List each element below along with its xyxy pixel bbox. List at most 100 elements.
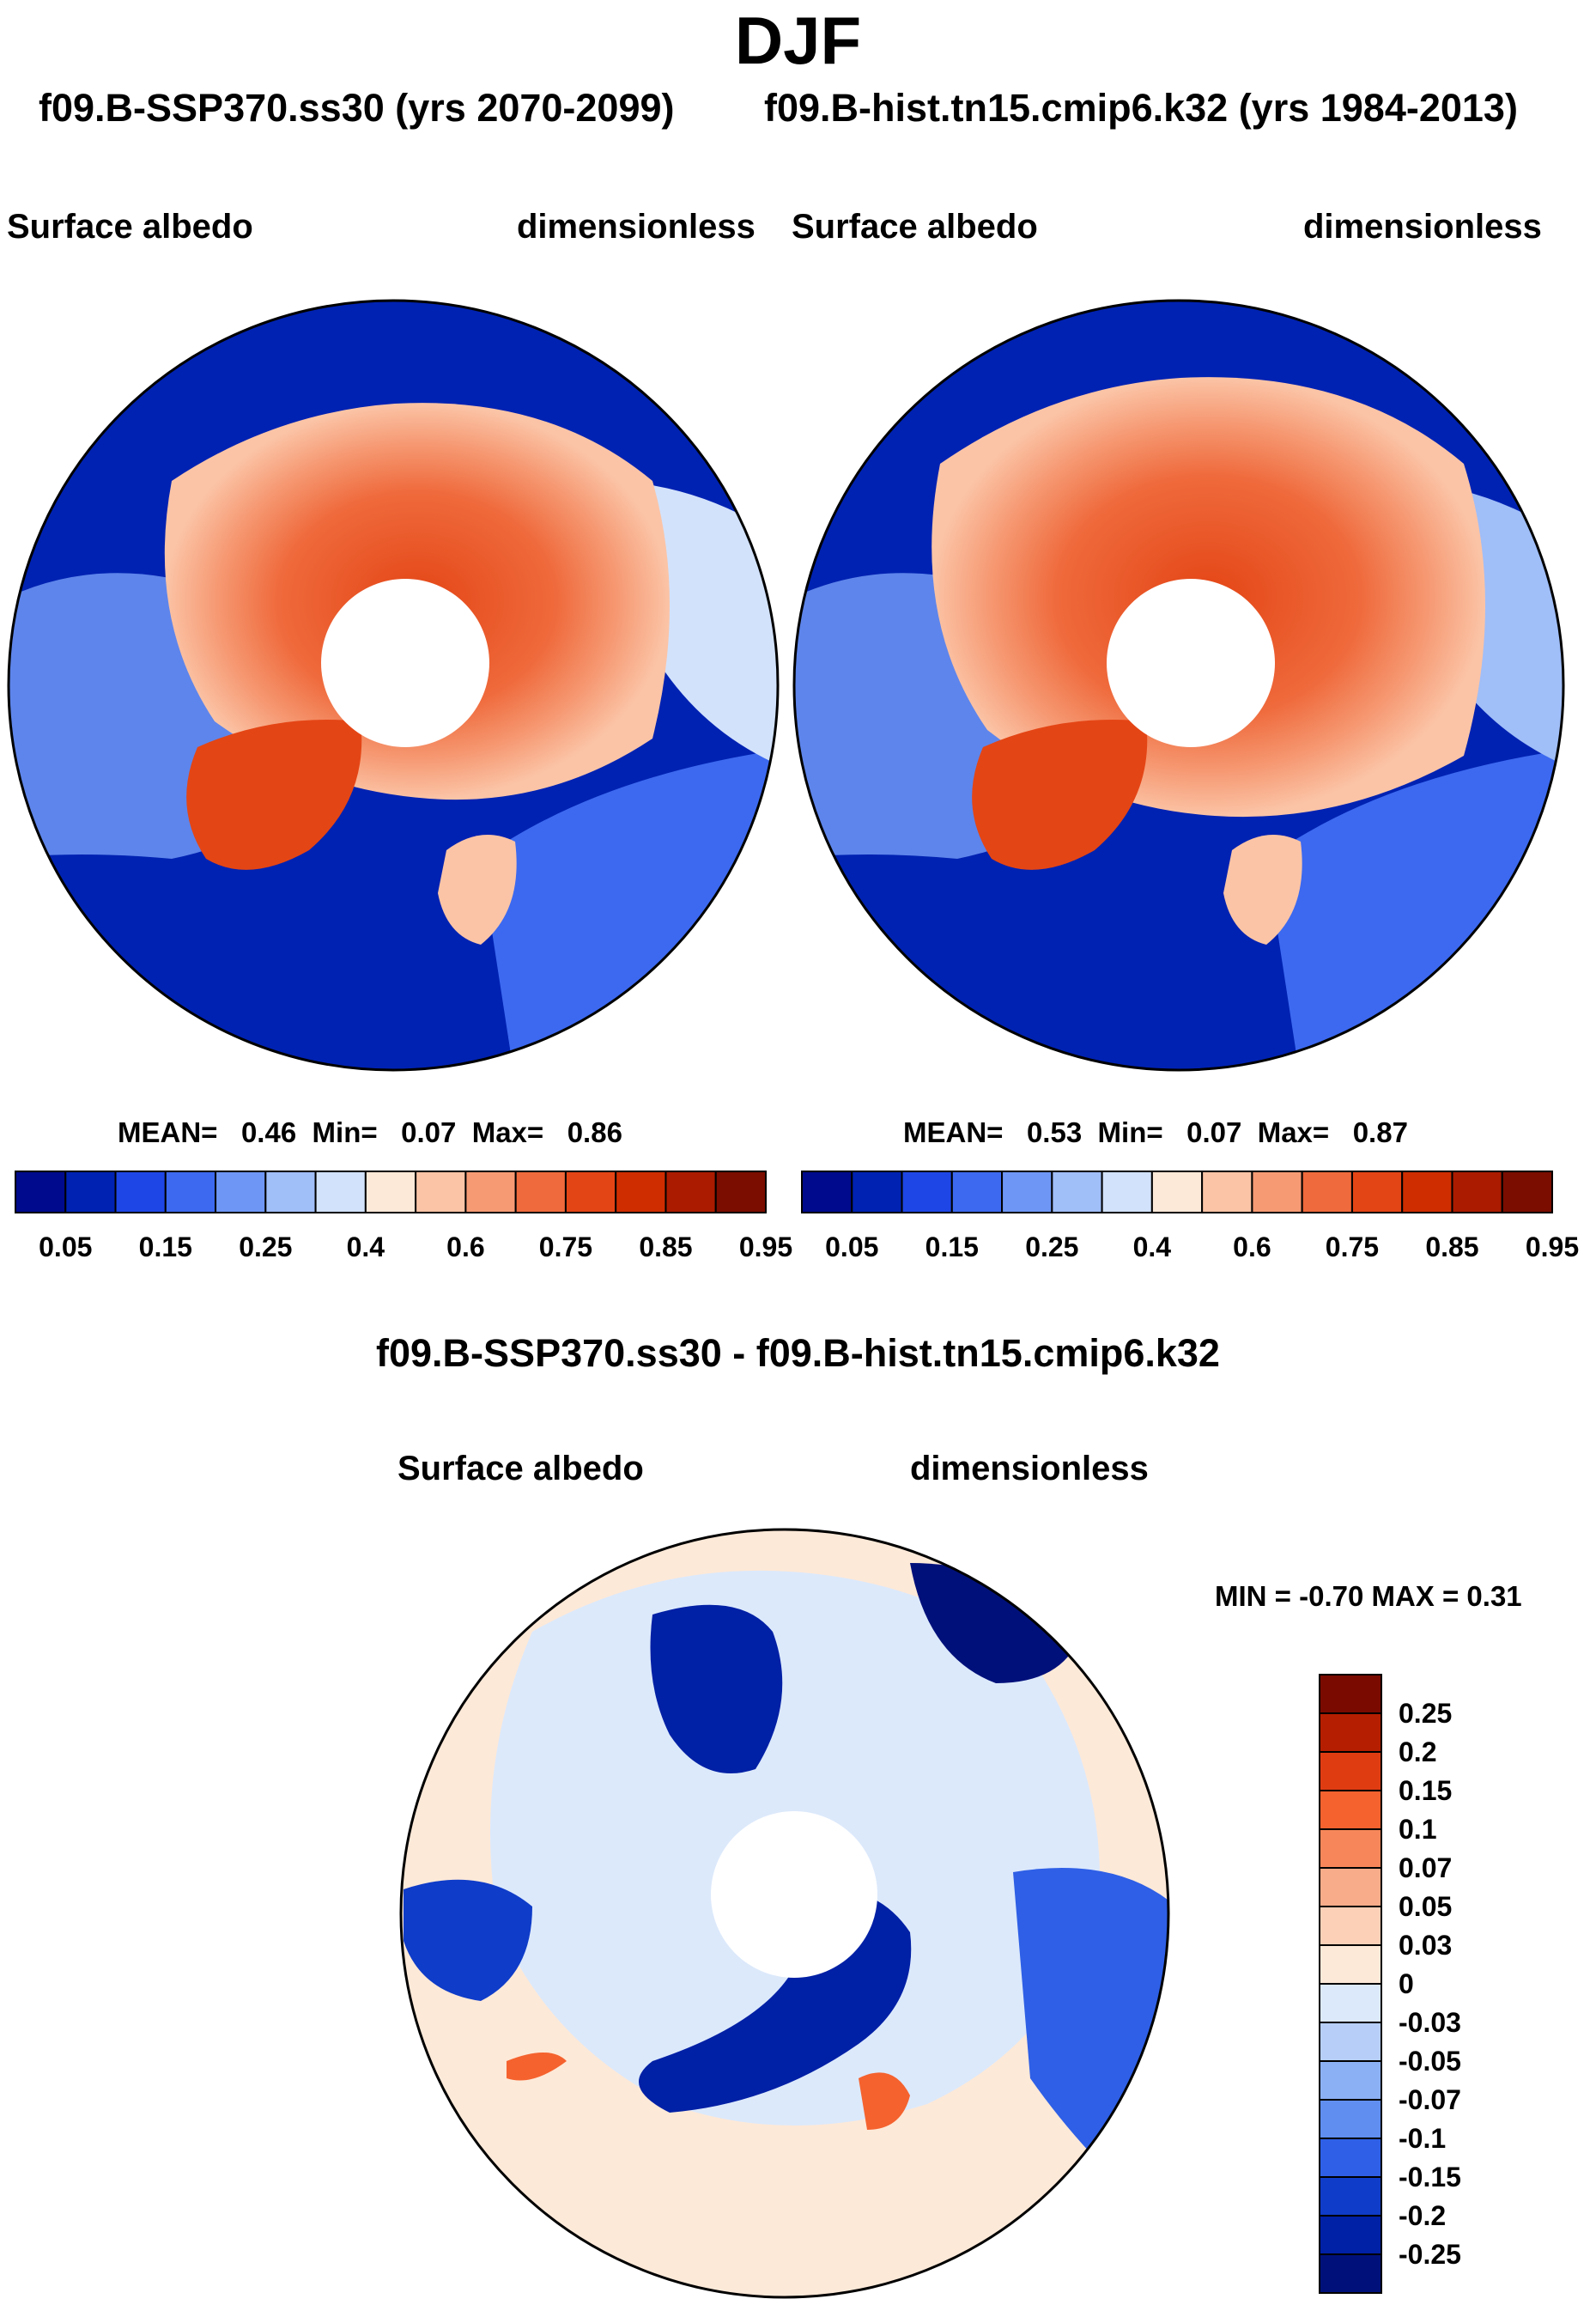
left-map-greenland xyxy=(186,720,362,870)
right-colorbar-swatch xyxy=(1101,1171,1153,1213)
right-max-label: Max= xyxy=(1257,1116,1330,1148)
left-colorbar-tick-label: 0.75 xyxy=(539,1232,592,1262)
difference-colorbar-swatch xyxy=(1319,2253,1382,2294)
left-colorbar-tick-label: 0.4 xyxy=(347,1232,385,1262)
left-variable-label: Surface albedo xyxy=(7,208,253,246)
difference-colorbar-swatch xyxy=(1319,1790,1382,1830)
right-min-label: Min= xyxy=(1097,1116,1163,1148)
left-colorbar-tick-label: 0.95 xyxy=(739,1232,792,1262)
difference-colorbar-tick-label: -0.2 xyxy=(1399,2200,1446,2231)
difference-colorbar-tick-label: 0.25 xyxy=(1399,1698,1452,1729)
difference-map-bering-loss xyxy=(650,1604,783,1773)
right-polar-map xyxy=(792,299,1565,1072)
right-colorbar-swatch xyxy=(950,1171,1004,1213)
difference-map-hudson-loss xyxy=(404,1879,532,2001)
difference-colorbar-tick-label: -0.07 xyxy=(1399,2084,1461,2115)
left-colorbar-swatch xyxy=(114,1171,167,1213)
right-map-scandinavia xyxy=(1223,835,1302,945)
left-min-label: Min= xyxy=(312,1116,378,1148)
left-colorbar-swatch xyxy=(464,1171,517,1213)
difference-colorbar-swatch xyxy=(1319,1751,1382,1791)
right-mean-label: MEAN= xyxy=(903,1116,1004,1148)
difference-colorbar-swatch xyxy=(1319,1828,1382,1869)
right-colorbar-swatch xyxy=(1001,1171,1053,1213)
left-colorbar: 0.05 0.15 0.25 0.4 0.6 0.75 0.85 0.95 xyxy=(15,1171,792,1262)
difference-colorbar-tick-label: -0.1 xyxy=(1399,2123,1446,2154)
difference-title: f09.B-SSP370.ss30 - f09.B-hist.tn15.cmip… xyxy=(376,1331,1220,1375)
right-max-value: 0.87 xyxy=(1352,1116,1408,1148)
left-map-border xyxy=(7,299,780,1072)
right-panel-subtitle: f09.B-hist.tn15.cmip6.k32 (yrs 1984-2013… xyxy=(764,86,1518,130)
difference-colorbar-swatch xyxy=(1319,1944,1382,1985)
right-colorbar-swatch xyxy=(901,1171,953,1213)
difference-colorbar-tick-label: -0.25 xyxy=(1399,2239,1461,2270)
right-colorbar-tick-label: 0.15 xyxy=(925,1232,979,1262)
right-colorbar-swatch xyxy=(1301,1171,1353,1213)
left-min-value: 0.07 xyxy=(401,1116,457,1148)
difference-map-scandinavia-gain xyxy=(859,2072,910,2130)
difference-colorbar-tick-label: -0.05 xyxy=(1399,2046,1461,2077)
difference-colorbar-swatch xyxy=(1319,1674,1382,1714)
right-map-pole-hole xyxy=(1107,579,1275,747)
right-colorbar-tick-label: 0.25 xyxy=(1025,1232,1078,1262)
difference-colorbar-tick-label: 0.05 xyxy=(1399,1891,1452,1922)
left-max-value: 0.86 xyxy=(567,1116,622,1148)
difference-colorbar: 0.25 0.2 0.15 0.1 0.07 0.05 0.03 0 -0.03 -0.05 -0.… xyxy=(1319,1674,1461,2294)
difference-map-pole-hole xyxy=(711,1811,877,1978)
left-colorbar-swatch xyxy=(714,1171,768,1213)
left-stats: MEAN= 0.46 Min= 0.07 Max= 0.86 xyxy=(118,1116,622,1149)
right-map-border xyxy=(792,299,1565,1072)
left-panel-subtitle: f09.B-SSP370.ss30 (yrs 2070-2099) xyxy=(39,86,675,130)
left-colorbar-swatch xyxy=(215,1171,267,1213)
right-colorbar-swatch xyxy=(1451,1171,1503,1213)
left-colorbar-tick-label: 0.05 xyxy=(39,1232,92,1262)
difference-map-border xyxy=(399,1528,1170,2299)
right-colorbar-tick-label: 0.85 xyxy=(1425,1232,1478,1262)
left-colorbar-tick-label: 0.85 xyxy=(639,1232,692,1262)
difference-variable-label: Surface albedo xyxy=(397,1450,644,1487)
difference-colorbar-swatch xyxy=(1319,1983,1382,2023)
difference-units-label: dimensionless xyxy=(910,1450,1149,1487)
right-colorbar-swatch xyxy=(1150,1171,1204,1213)
left-colorbar-swatch xyxy=(364,1171,417,1213)
left-map-pole-hole xyxy=(321,579,489,747)
difference-colorbar-swatch xyxy=(1319,1906,1382,1946)
difference-colorbar-swatch xyxy=(1319,1867,1382,1907)
right-colorbar: 0.05 0.15 0.25 0.4 0.6 0.75 0.85 0.95 xyxy=(801,1171,1579,1262)
right-units-label: dimensionless xyxy=(1303,208,1542,246)
left-colorbar-swatch xyxy=(615,1171,667,1213)
difference-colorbar-swatch xyxy=(1319,1712,1382,1753)
right-colorbar-swatch xyxy=(851,1171,903,1213)
right-colorbar-swatch xyxy=(1251,1171,1303,1213)
left-colorbar-swatch xyxy=(415,1171,467,1213)
difference-colorbar-tick-label: 0.07 xyxy=(1399,1852,1452,1883)
right-colorbar-swatch xyxy=(1401,1171,1453,1213)
left-map-scandinavia xyxy=(438,835,517,945)
right-mean-value: 0.53 xyxy=(1026,1116,1083,1148)
left-colorbar-swatch xyxy=(164,1171,217,1213)
left-colorbar-tick-label: 0.25 xyxy=(239,1232,292,1262)
left-colorbar-tick-label: 0.6 xyxy=(446,1232,484,1262)
left-colorbar-swatch xyxy=(314,1171,367,1213)
left-colorbar-tick-label: 0.15 xyxy=(139,1232,192,1262)
left-colorbar-swatch xyxy=(564,1171,617,1213)
right-min-value: 0.07 xyxy=(1186,1116,1242,1148)
left-mean-value: 0.46 xyxy=(240,1116,297,1148)
left-colorbar-swatch xyxy=(264,1171,317,1213)
difference-colorbar-swatch xyxy=(1319,2099,1382,2139)
left-colorbar-swatch xyxy=(514,1171,567,1213)
difference-colorbar-tick-label: 0 xyxy=(1399,1968,1414,1999)
right-colorbar-tick-label: 0.05 xyxy=(825,1232,878,1262)
right-map-greenland xyxy=(972,720,1148,870)
difference-colorbar-tick-label: -0.15 xyxy=(1399,2162,1461,2192)
right-colorbar-tick-label: 0.6 xyxy=(1233,1232,1271,1262)
left-colorbar-swatch xyxy=(15,1171,67,1213)
left-colorbar-swatch xyxy=(664,1171,717,1213)
right-colorbar-swatch xyxy=(1051,1171,1103,1213)
difference-colorbar-tick-label: -0.03 xyxy=(1399,2007,1461,2038)
difference-minmax: MIN = -0.70 MAX = 0.31 xyxy=(1215,1580,1522,1612)
left-max-label: Max= xyxy=(471,1116,544,1148)
right-colorbar-swatch xyxy=(1201,1171,1253,1213)
difference-colorbar-tick-label: 0.15 xyxy=(1399,1775,1452,1806)
